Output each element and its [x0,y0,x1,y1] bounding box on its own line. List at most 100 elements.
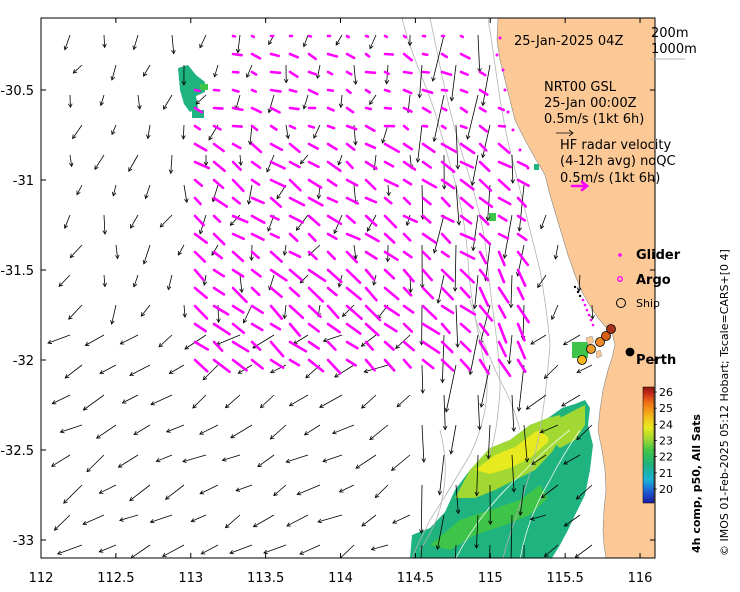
radar-vector [497,250,506,267]
radar-vector [459,34,465,39]
radar-vector [478,286,490,307]
model-vector [511,454,517,493]
radar-vector [440,106,448,112]
radar-vector [402,250,413,259]
model-vector [132,274,139,288]
model-vector [82,394,105,411]
model-vector [360,394,377,409]
model-vector [96,424,117,439]
radar-vector [307,358,325,373]
model-vector [576,274,582,293]
radar-vector [345,214,356,224]
radar-vector [383,214,398,229]
radar-vector [326,142,338,151]
radar-vector [497,268,506,284]
radar-vector [212,142,225,153]
hf-radar-vectors [193,34,531,378]
radar-vector [250,286,261,297]
model-vector [202,274,208,286]
model-vector [161,544,185,557]
radar-vector [440,124,447,130]
radar-vector [345,196,360,205]
radar-vector [326,358,342,375]
radar-vector [364,196,378,204]
radar-vector [440,142,458,154]
radar-vector [459,268,476,284]
radar-vector [269,106,281,114]
lat-tick-label: -30.5 [0,84,34,99]
radar-vector [421,286,435,300]
model-vector [63,214,71,229]
radar-vector [307,196,324,207]
model-vector [102,214,108,235]
radar-vector [326,322,341,334]
model-vector [517,184,525,232]
radar-vector [231,250,245,263]
radar-vector [231,358,248,372]
model-vector [437,454,445,496]
radar-vector [364,232,380,243]
radar-vector [250,142,263,154]
radar-vector [478,106,487,113]
radar-vector [212,322,231,336]
model-vector [405,214,411,227]
sst-patch-coastal [489,164,588,358]
model-vector [246,184,253,205]
model-vector [121,394,139,404]
model-vector [486,424,491,460]
model-vector [82,514,105,525]
lon-tick-label: 112 [29,571,54,586]
model-vector [282,304,288,320]
radar-vector [383,34,389,39]
model-vector [200,544,219,555]
model-vector [508,274,514,309]
model-vector [421,424,426,463]
model-vector [390,454,411,471]
model-vector [333,214,343,235]
radar-vector [402,106,413,113]
radar-vector [193,340,210,351]
model-vector [488,484,493,526]
radar-vector [497,142,511,154]
radar-vector [421,178,438,189]
model-vector [224,394,241,409]
radar-vector [421,52,429,57]
radar-vector [459,322,472,334]
radar-vector [345,34,351,39]
model-vector [474,454,480,497]
radar-vector [459,196,474,210]
radar-vector [459,106,469,114]
radar-vector [497,322,508,344]
model-vector [370,544,389,551]
radar-vector [212,358,231,374]
model-vector [168,364,185,374]
model-vector [285,454,309,464]
radar-vector [459,160,475,169]
radar-vector [250,52,262,60]
radar-vector [250,178,261,186]
model-vector [415,124,423,163]
model-vector [213,64,219,78]
radar-vector [478,124,489,133]
lon-tick-label: 114 [328,571,353,586]
model-vector [111,124,117,136]
radar-vector [402,178,413,186]
radar-vector [516,304,531,324]
radar-vector [269,52,281,58]
model-vector [203,154,209,167]
model-vector [202,364,219,381]
argo-floats [573,285,582,298]
plot-frame [40,17,656,559]
colorbar-tick-label: 24 [659,418,673,431]
land-western-australia [496,18,655,558]
radar-vector [269,304,284,320]
radar-vector [421,304,438,320]
radar-vector [231,340,250,353]
model-vector [539,424,559,434]
radar-vector [497,214,508,222]
radar-vector [193,106,204,114]
radar-vector [383,142,401,153]
radar-vector [288,142,301,154]
model-vector [319,394,343,408]
radar-vector [288,232,299,243]
